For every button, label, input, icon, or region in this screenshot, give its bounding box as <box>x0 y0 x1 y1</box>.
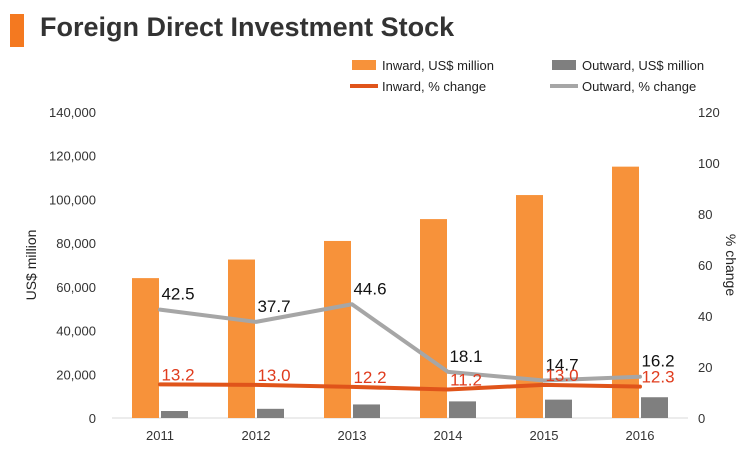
outward-change-data-label: 42.5 <box>161 285 194 304</box>
y-tick-label-right: 60 <box>698 258 712 273</box>
inward-bar <box>324 240 351 418</box>
inward-bar <box>420 219 447 418</box>
y-tick-label-left: 100,000 <box>49 192 96 207</box>
y-tick-label-left: 80,000 <box>56 236 96 251</box>
outward-change-data-label: 18.1 <box>449 347 482 366</box>
y-tick-label-left: 40,000 <box>56 324 96 339</box>
y-tick-label-right: 120 <box>698 105 720 120</box>
y-axis-title-left: US$ million <box>23 230 39 301</box>
x-tick-label: 2013 <box>338 428 367 443</box>
y-tick-label-left: 120,000 <box>49 149 96 164</box>
y-tick-label-left: 140,000 <box>49 105 96 120</box>
inward-bar <box>132 278 159 418</box>
x-tick-label: 2015 <box>530 428 559 443</box>
title-accent-bar <box>10 14 24 47</box>
x-tick-label: 2012 <box>242 428 271 443</box>
outward-bar <box>641 397 668 418</box>
y-tick-label-right: 20 <box>698 360 712 375</box>
legend-inward-line-label: Inward, % change <box>382 79 486 94</box>
y-tick-label-left: 20,000 <box>56 367 96 382</box>
inward-change-data-label: 11.2 <box>450 370 482 389</box>
inward-change-data-label: 13.0 <box>257 366 290 385</box>
legend-outward-bar-label: Outward, US$ million <box>582 58 704 73</box>
page-title: Foreign Direct Investment Stock <box>40 12 455 42</box>
x-tick-label: 2014 <box>434 428 463 443</box>
legend-inward-bar-label: Inward, US$ million <box>382 58 494 73</box>
y-tick-label-right: 100 <box>698 156 720 171</box>
outward-bar <box>353 404 380 418</box>
legend-outward-line-label: Outward, % change <box>582 79 696 94</box>
legend-inward-bar-swatch <box>352 60 376 70</box>
y-tick-label-left: 0 <box>89 411 96 426</box>
outward-bar <box>449 401 476 418</box>
outward-change-data-label: 14.7 <box>545 356 578 375</box>
outward-change-data-label: 16.2 <box>641 352 674 371</box>
x-tick-label: 2011 <box>146 428 174 443</box>
outward-bar <box>545 399 572 418</box>
outward-bar <box>161 411 188 418</box>
outward-change-line <box>158 302 642 383</box>
y-tick-label-left: 60,000 <box>56 280 96 295</box>
outward-change-data-label: 44.6 <box>353 279 386 298</box>
y-tick-label-right: 0 <box>698 411 705 426</box>
y-tick-label-right: 40 <box>698 309 712 324</box>
inward-change-data-label: 12.3 <box>641 368 674 387</box>
legend-outward-bar-swatch <box>552 60 576 70</box>
outward-bar <box>257 408 284 418</box>
outward-change-data-label: 37.7 <box>257 297 290 316</box>
inward-change-data-label: 12.2 <box>353 368 386 387</box>
y-axis-title-right: % change <box>723 234 739 296</box>
inward-bar <box>612 166 639 418</box>
inward-change-line <box>158 382 642 392</box>
inward-change-data-label: 13.2 <box>161 365 194 384</box>
y-tick-label-right: 80 <box>698 207 712 222</box>
inward-change-data-label: 13.0 <box>545 366 578 385</box>
inward-bar <box>228 259 255 418</box>
x-tick-label: 2016 <box>626 428 655 443</box>
